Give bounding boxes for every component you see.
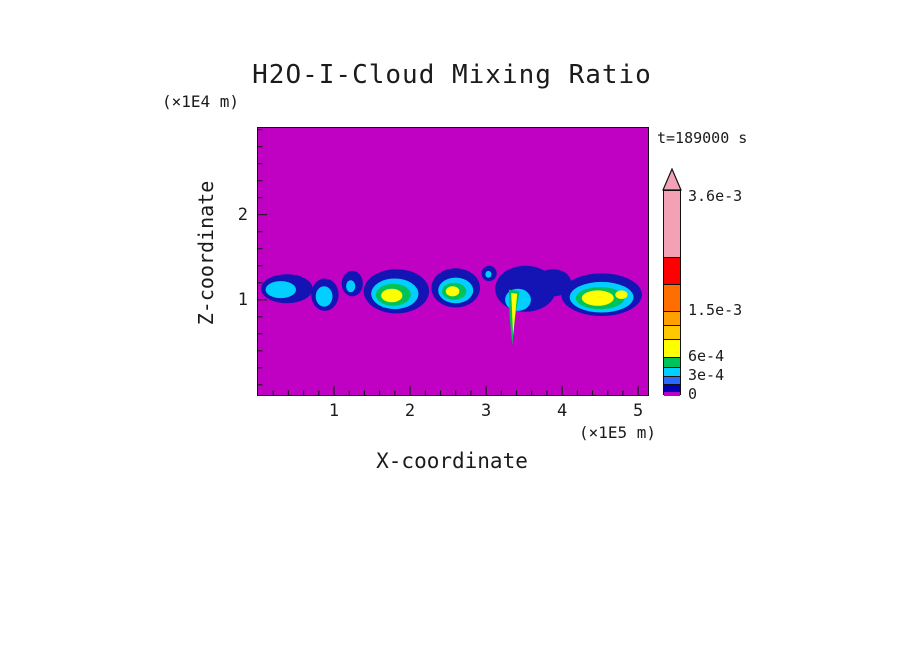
y-tick-label: 2 — [237, 204, 248, 225]
cloud-region — [581, 290, 614, 306]
x-tick-label: 1 — [328, 401, 340, 421]
x-axis-unit-label: (×1E5 m) — [578, 423, 656, 442]
colorbar-segment — [664, 311, 680, 325]
colorbar-segment — [664, 257, 680, 284]
colorbar — [663, 190, 681, 396]
cloud-region — [615, 290, 628, 299]
x-tick-label: 3 — [480, 401, 492, 421]
cloud-region — [445, 286, 460, 297]
cloud-region — [265, 281, 296, 299]
colorbar-segment — [664, 284, 680, 311]
cloud-region — [534, 269, 572, 297]
colorbar-segment — [664, 384, 680, 391]
colorbar-arrow-icon — [662, 167, 682, 191]
colorbar-segment — [664, 367, 680, 376]
x-tick-label: 2 — [404, 401, 416, 421]
x-axis-label: X-coordinate — [376, 449, 528, 473]
chart-title: H2O-I-Cloud Mixing Ratio — [252, 60, 652, 90]
colorbar-tick-label: 3e-4 — [688, 366, 725, 384]
y-axis-label: Z-coordinate — [194, 180, 218, 326]
colorbar-segment — [664, 376, 680, 384]
x-tick-label: 4 — [556, 401, 568, 421]
colorbar-segment — [664, 391, 680, 396]
colorbar-tick-label: 3.6e-3 — [688, 187, 743, 205]
y-tick-label: 1 — [237, 289, 248, 310]
x-tick-label: 5 — [632, 401, 644, 421]
colorbar-arrow — [662, 167, 682, 191]
y-axis-unit-label: (×1E4 m) — [162, 92, 240, 111]
cloud-region — [346, 280, 356, 293]
cloud-region — [381, 288, 403, 303]
colorbar-segment — [664, 325, 680, 339]
axis-ticks — [258, 129, 639, 395]
colorbar-segment — [664, 357, 680, 367]
colorbar-segment — [664, 191, 680, 257]
cloud-region — [511, 293, 518, 336]
cloud-region — [315, 286, 333, 307]
colorbar-tick-label: 1.5e-3 — [688, 301, 743, 319]
colorbar-tick-label: 0 — [688, 385, 698, 403]
colorbar-arrow-shape — [662, 167, 682, 191]
cloud-region — [485, 270, 492, 278]
plot-background — [258, 128, 648, 395]
colorbar-tick-label: 6e-4 — [688, 347, 725, 365]
plot-area — [257, 127, 649, 396]
colorbar-segment — [664, 339, 680, 357]
time-annotation: t=189000 s — [657, 129, 748, 147]
contour-plot — [258, 128, 648, 395]
